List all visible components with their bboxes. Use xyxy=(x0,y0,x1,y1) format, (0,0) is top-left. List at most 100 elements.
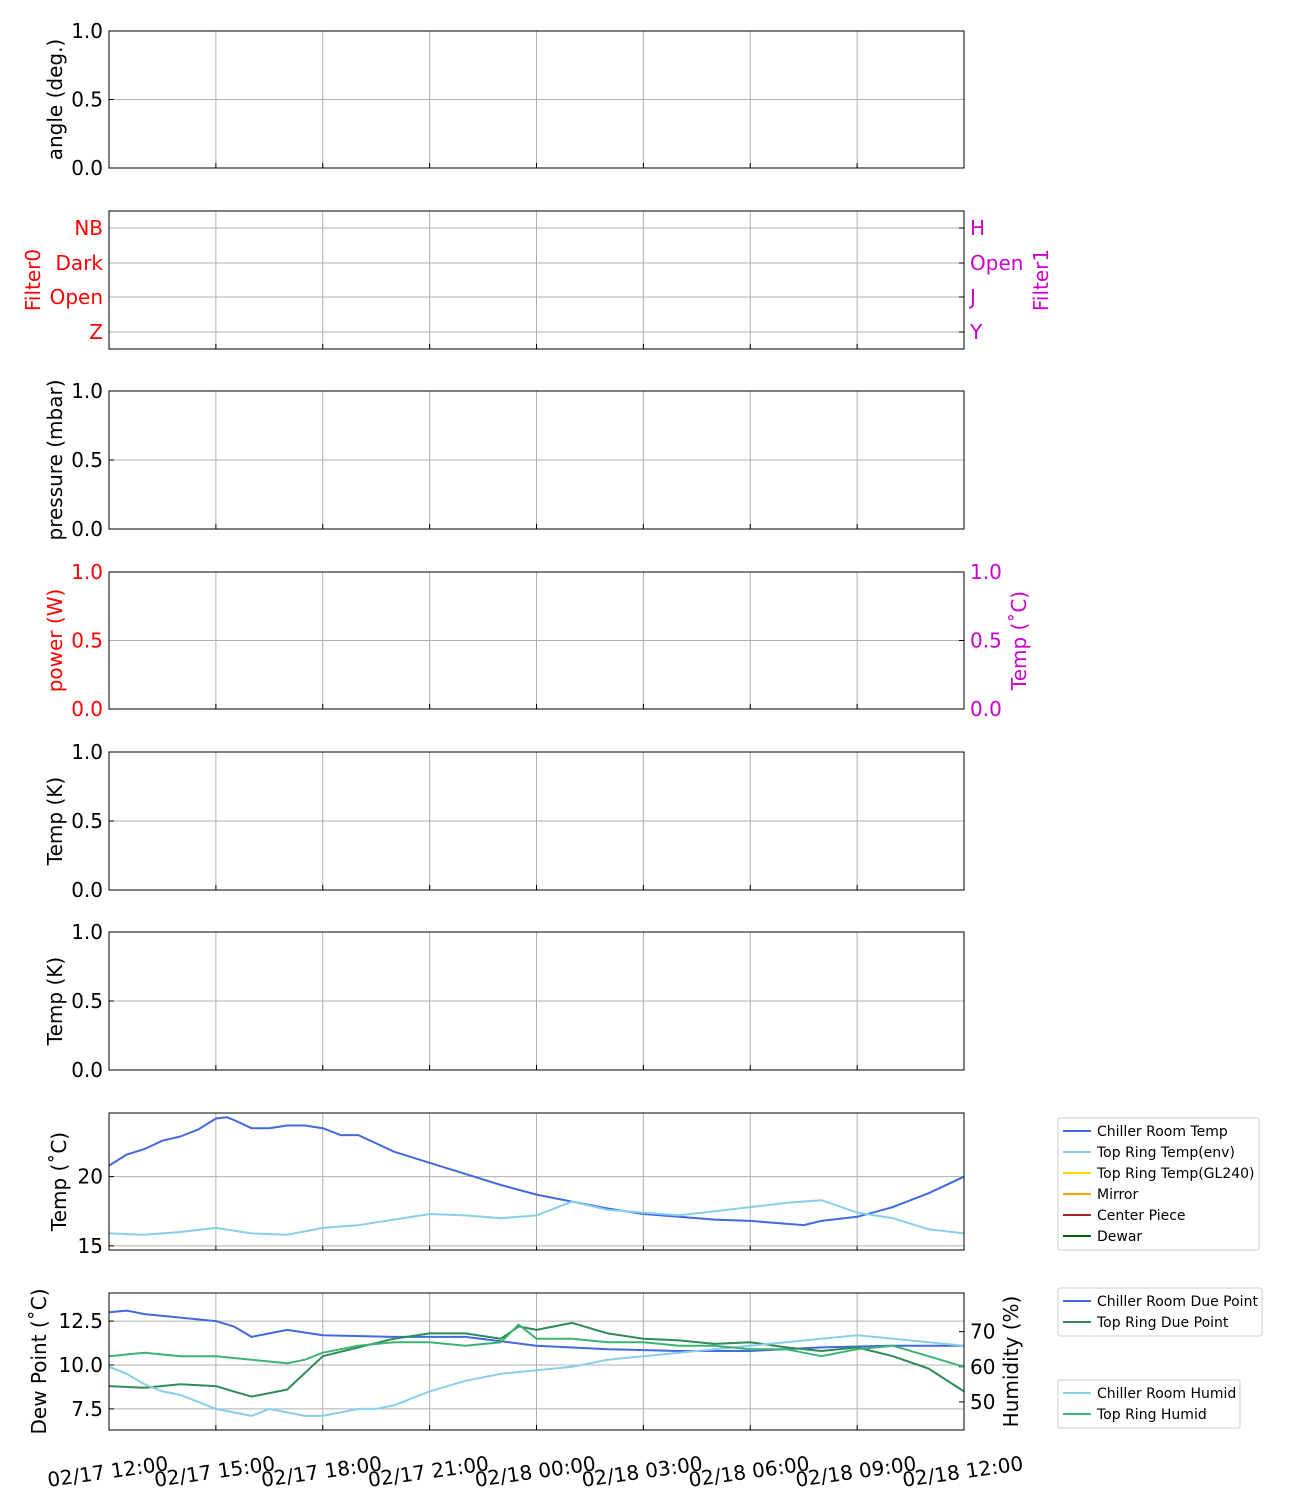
filter0-tick-label: Z xyxy=(89,320,103,344)
x-tick-label: 02/18 03:00 xyxy=(580,1451,704,1492)
plot-frame xyxy=(108,1112,965,1251)
humidity-axis-label: Humidity (%) xyxy=(999,1296,1023,1428)
filter1-tick-label: Open xyxy=(970,251,1023,275)
humidity-tick-label: 70 xyxy=(970,1320,995,1344)
series-line xyxy=(108,1199,965,1236)
legend-item: Dewar xyxy=(1063,1229,1142,1245)
x-tick-label: 02/17 12:00 xyxy=(46,1451,170,1492)
humidity-legend-box xyxy=(1057,1379,1241,1429)
y-tick-label: 0.0 xyxy=(71,1058,103,1082)
y-tick-label: 1.0 xyxy=(71,740,103,764)
legend-label: Mirror xyxy=(1097,1187,1138,1203)
dewpoint-tick-label: 7.5 xyxy=(71,1397,103,1421)
y-tick-label: 0.5 xyxy=(71,88,103,112)
x-tick-label: 02/17 21:00 xyxy=(367,1451,491,1492)
y-tick-label: 0.5 xyxy=(71,989,103,1013)
legend-label: Center Piece xyxy=(1097,1208,1186,1224)
y-axis-label: Temp (K) xyxy=(43,957,67,1046)
y-tick-label: 0.0 xyxy=(71,156,103,180)
legend-item: Top Ring Humid xyxy=(1063,1407,1207,1423)
dewpoint-tick-label: 10.0 xyxy=(58,1353,103,1377)
temp-right-tick-label: 0.0 xyxy=(970,697,1002,721)
filter1-tick-label: J xyxy=(968,285,976,309)
plot-frame xyxy=(108,931,965,1071)
legend-item: Top Ring Temp(env) xyxy=(1063,1145,1235,1161)
temp-right-axis-label: Temp (˚C) xyxy=(1007,591,1031,691)
y-tick-label: 1.0 xyxy=(71,379,103,403)
legend-item: Chiller Room Humid xyxy=(1063,1386,1236,1402)
humidity-tick-label: 60 xyxy=(970,1355,995,1379)
panel-2: Z Open Dark NB YJ Open H Filter0 Filter1 xyxy=(21,210,1053,350)
y-tick-label: 0.5 xyxy=(71,448,103,472)
dewpoint-axis-label: Dew Point (˚C) xyxy=(27,1288,51,1434)
y-tick-label: 15 xyxy=(78,1234,103,1258)
series-line xyxy=(108,1309,964,1352)
legend-item: Mirror xyxy=(1063,1187,1138,1203)
plot-frame xyxy=(108,390,965,530)
legend-label: Chiller Room Due Point xyxy=(1097,1294,1258,1310)
temp-right-tick-label: 1.0 xyxy=(970,560,1002,584)
series-line xyxy=(108,1321,965,1398)
filter1-tick-label: Y xyxy=(969,320,983,344)
panel-7: 15 20 Temp (˚C) Chiller Room Temp Top Ring T… xyxy=(47,1112,1260,1258)
x-tick-label: 02/18 09:00 xyxy=(794,1451,918,1492)
legend-item: Top Ring Due Point xyxy=(1063,1315,1229,1331)
y-tick-label: 0.5 xyxy=(71,809,103,833)
x-tick-label: 02/17 15:00 xyxy=(153,1451,277,1492)
power-axis-label: power (W) xyxy=(43,589,67,693)
filter0-tick-label: NB xyxy=(74,216,103,240)
humidity-tick-label: 50 xyxy=(970,1390,995,1414)
temp-legend-box xyxy=(1057,1117,1260,1251)
plot-frame xyxy=(108,571,965,710)
y-tick-label: 0.0 xyxy=(71,878,103,902)
y-axis-label: angle (deg.) xyxy=(43,39,67,161)
power-tick-label: 1.0 xyxy=(71,560,103,584)
legend-label: Dewar xyxy=(1097,1229,1142,1245)
filter1-tick-label: H xyxy=(970,216,985,240)
legend-item: Center Piece xyxy=(1063,1208,1186,1224)
filter0-tick-label: Dark xyxy=(56,251,104,275)
filter1-axis-label: Filter1 xyxy=(1029,249,1053,311)
series-line xyxy=(108,1116,965,1227)
y-axis-label: Temp (K) xyxy=(43,777,67,866)
dewpoint-tick-label: 12.5 xyxy=(58,1309,103,1333)
power-tick-label: 0.0 xyxy=(71,697,103,721)
y-axis-label: Temp (˚C) xyxy=(47,1132,71,1232)
power-tick-label: 0.5 xyxy=(71,629,103,653)
filter0-tick-label: Open xyxy=(50,285,103,309)
y-tick-label: 1.0 xyxy=(71,920,103,944)
y-tick-label: 20 xyxy=(78,1165,103,1189)
dewpoint-legend-box xyxy=(1057,1287,1263,1337)
plot-frame xyxy=(108,210,965,350)
plot-frame xyxy=(108,751,965,891)
plot-frame xyxy=(108,1292,965,1431)
series-line xyxy=(108,1334,965,1417)
legend-label: Chiller Room Humid xyxy=(1097,1386,1236,1402)
legend-item: Chiller Room Due Point xyxy=(1063,1294,1258,1310)
temp-right-tick-label: 0.5 xyxy=(970,629,1002,653)
plot-frame xyxy=(108,30,965,169)
y-axis-label: pressure (mbar) xyxy=(43,379,67,540)
legend-label: Chiller Room Temp xyxy=(1097,1124,1228,1140)
legend-label: Top Ring Due Point xyxy=(1096,1315,1229,1331)
legend-item: Top Ring Temp(GL240) xyxy=(1063,1166,1255,1182)
legend-label: Top Ring Temp(env) xyxy=(1096,1145,1235,1161)
y-tick-label: 1.0 xyxy=(71,19,103,43)
x-tick-label: 02/18 12:00 xyxy=(901,1451,1025,1492)
legend-label: Top Ring Temp(GL240) xyxy=(1096,1166,1255,1182)
panel-8: 7.5 10.0 12.5 50 60 70 Dew Point (˚C) Humidity … xyxy=(27,1287,1263,1435)
series-line xyxy=(108,1323,965,1368)
filter0-axis-label: Filter0 xyxy=(21,249,45,311)
legend-item: Chiller Room Temp xyxy=(1063,1124,1228,1140)
x-tick-label: 02/17 18:00 xyxy=(260,1451,384,1492)
x-tick-label: 02/18 00:00 xyxy=(473,1451,597,1492)
x-tick-label: 02/18 06:00 xyxy=(687,1451,811,1492)
y-tick-label: 0.0 xyxy=(71,517,103,541)
